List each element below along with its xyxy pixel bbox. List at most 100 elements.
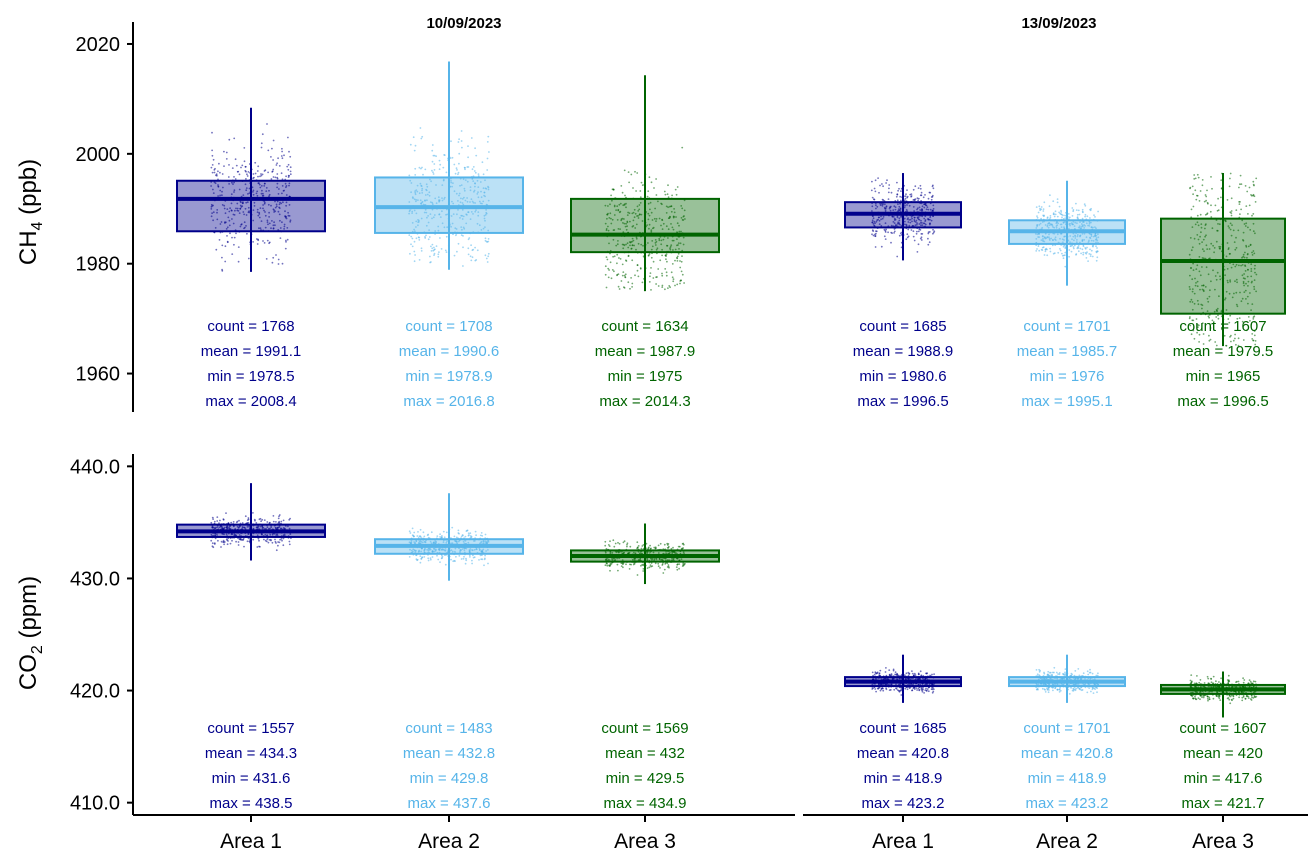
jitter-point	[893, 232, 895, 234]
jitter-point	[1038, 668, 1040, 671]
jitter-point	[1059, 212, 1062, 215]
jitter-point	[247, 206, 250, 209]
jitter-point	[893, 219, 896, 221]
jitter-point	[1228, 321, 1231, 324]
jitter-point	[217, 184, 219, 186]
jitter-point	[1247, 268, 1249, 271]
jitter-point	[681, 146, 684, 149]
jitter-point	[626, 242, 629, 245]
jitter-point	[670, 271, 673, 274]
jitter-point	[629, 287, 631, 290]
jitter-point	[463, 187, 466, 190]
jitter-point	[615, 244, 618, 247]
jitter-point	[904, 195, 907, 198]
jitter-point	[268, 222, 271, 225]
jitter-point	[878, 673, 881, 675]
jitter-point	[657, 268, 660, 270]
jitter-point	[483, 191, 486, 194]
jitter-point	[425, 224, 428, 227]
jitter-point	[413, 250, 416, 253]
jitter-point	[233, 214, 236, 216]
jitter-point	[678, 230, 681, 233]
jitter-point	[1042, 246, 1045, 249]
jitter-point	[681, 565, 684, 567]
jitter-point	[458, 194, 460, 197]
jitter-point	[929, 191, 932, 194]
jitter-point	[1071, 215, 1074, 217]
jitter-point	[670, 223, 672, 225]
jitter-point	[1192, 262, 1194, 265]
jitter-point	[1059, 237, 1061, 240]
jitter-point	[1094, 234, 1096, 237]
jitter-point	[653, 546, 656, 549]
jitter-point	[462, 265, 464, 267]
jitter-point	[664, 563, 667, 565]
jitter-point	[431, 203, 434, 206]
jitter-point	[678, 567, 680, 570]
jitter-point	[462, 226, 465, 229]
jitter-point	[278, 165, 281, 167]
jitter-point	[682, 236, 685, 239]
jitter-point	[1203, 250, 1205, 253]
jitter-point	[1201, 179, 1204, 181]
jitter-point	[1074, 670, 1077, 672]
jitter-point	[1035, 669, 1038, 671]
jitter-point	[1250, 194, 1252, 196]
jitter-point	[1198, 341, 1200, 343]
jitter-point	[610, 222, 613, 225]
jitter-point	[1211, 322, 1213, 325]
jitter-point	[655, 178, 657, 180]
jitter-point	[920, 219, 922, 222]
jitter-point	[1048, 671, 1051, 674]
jitter-point	[229, 542, 232, 545]
jitter-point	[259, 175, 261, 178]
jitter-point	[610, 217, 612, 220]
jitter-point	[1242, 239, 1245, 242]
jitter-point	[244, 165, 247, 168]
jitter-point	[470, 244, 472, 247]
jitter-point	[1189, 324, 1192, 327]
jitter-point	[1090, 690, 1092, 693]
jitter-point	[609, 212, 612, 215]
jitter-point	[408, 234, 411, 237]
jitter-point	[1232, 263, 1235, 266]
jitter-point	[676, 283, 679, 286]
jitter-point	[1209, 210, 1212, 213]
jitter-point	[431, 247, 434, 250]
jitter-point	[262, 207, 264, 210]
jitter-point	[916, 208, 918, 211]
jitter-point	[662, 238, 665, 241]
jitter-point	[1226, 199, 1229, 201]
jitter-point	[1230, 234, 1233, 237]
jitter-point	[1038, 224, 1041, 226]
jitter-point	[212, 158, 215, 161]
jitter-point	[1237, 680, 1240, 683]
jitter-point	[230, 202, 233, 205]
jitter-point	[446, 226, 449, 229]
jitter-point	[1075, 209, 1078, 212]
jitter-point	[471, 256, 474, 259]
jitter-point	[1081, 208, 1084, 211]
jitter-point	[221, 256, 223, 259]
jitter-point	[266, 219, 269, 222]
jitter-point	[1078, 674, 1081, 677]
jitter-point	[427, 215, 429, 217]
jitter-point	[1042, 214, 1044, 217]
jitter-point	[1043, 688, 1046, 691]
jitter-point	[920, 687, 923, 690]
jitter-point	[1240, 208, 1242, 211]
jitter-point	[878, 219, 881, 222]
jitter-point	[481, 161, 484, 164]
jitter-point	[223, 204, 226, 207]
jitter-point	[1198, 256, 1201, 258]
jitter-point	[427, 557, 430, 560]
jitter-point	[276, 162, 278, 165]
jitter-point	[474, 147, 476, 150]
jitter-point	[246, 173, 248, 176]
jitter-point	[631, 240, 633, 243]
jitter-point	[1242, 253, 1245, 256]
jitter-point	[1234, 333, 1236, 336]
jitter-point	[664, 268, 667, 270]
jitter-point	[611, 269, 614, 271]
